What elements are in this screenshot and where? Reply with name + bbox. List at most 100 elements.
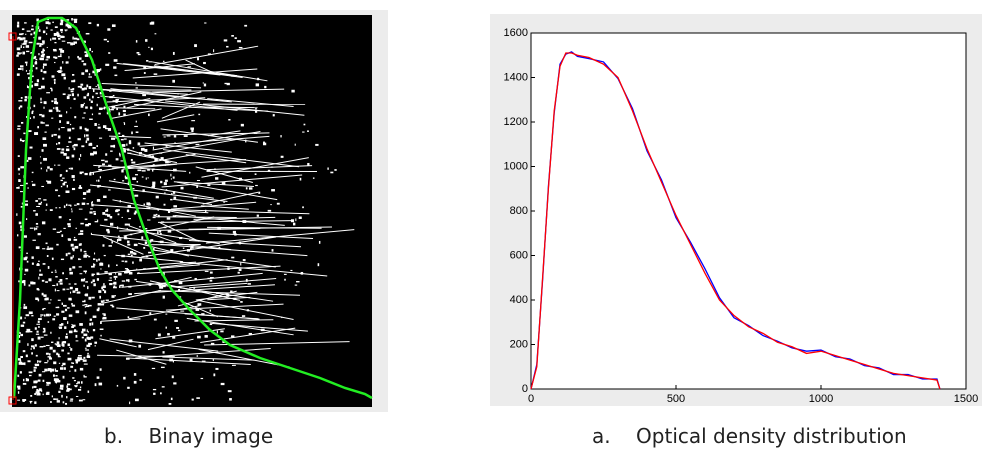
pixel	[54, 368, 57, 372]
pixel	[38, 388, 42, 392]
fiber	[106, 89, 232, 103]
pixel	[94, 383, 97, 387]
pixel	[26, 63, 28, 66]
fiber	[99, 338, 137, 348]
pixel	[71, 187, 76, 191]
pixel	[149, 22, 154, 25]
pixel	[113, 281, 117, 285]
pixel	[47, 266, 50, 269]
pixel	[45, 281, 48, 283]
y-tick-label: 200	[510, 338, 528, 350]
pixel	[147, 168, 150, 171]
pixel	[145, 39, 148, 42]
pixel	[61, 388, 64, 390]
pixel	[38, 373, 42, 377]
pixel	[24, 182, 28, 185]
pixel	[255, 107, 257, 110]
pixel	[130, 254, 133, 257]
pixel	[27, 360, 31, 363]
pixel	[96, 23, 100, 27]
pixel	[43, 143, 47, 147]
pixel	[24, 268, 29, 272]
pixel	[51, 117, 54, 119]
pixel	[20, 97, 23, 99]
pixel	[67, 343, 70, 347]
pixel	[88, 22, 92, 25]
pixel	[125, 279, 130, 282]
pixel	[82, 359, 87, 362]
pixel	[18, 186, 20, 189]
pixel	[231, 364, 236, 366]
pixel	[280, 135, 282, 138]
pixel	[65, 333, 68, 336]
pixel	[109, 215, 113, 219]
pixel	[23, 303, 26, 306]
pixel	[65, 30, 67, 32]
pixel	[161, 386, 165, 388]
pixel	[17, 340, 21, 343]
pixel	[182, 247, 185, 249]
pixel	[22, 399, 25, 402]
pixel	[90, 100, 93, 103]
pixel	[28, 41, 33, 44]
pixel	[78, 266, 82, 268]
pixel	[223, 39, 228, 42]
pixel	[48, 278, 52, 282]
pixel	[77, 381, 80, 384]
pixel	[55, 207, 58, 209]
pixel	[283, 273, 287, 275]
pixel	[35, 246, 40, 250]
pixel	[58, 70, 63, 72]
pixel	[40, 167, 43, 170]
pixel	[131, 161, 136, 164]
pixel	[31, 352, 33, 355]
pixel	[131, 131, 133, 135]
pixel	[119, 285, 121, 289]
pixel	[43, 63, 47, 66]
pixel	[69, 291, 72, 294]
pixel	[64, 29, 68, 31]
pixel	[31, 25, 34, 27]
pixel	[18, 335, 21, 338]
pixel	[53, 81, 56, 85]
pixel	[87, 304, 92, 307]
fiber	[147, 338, 194, 351]
pixel	[73, 236, 76, 239]
pixel	[63, 35, 65, 38]
pixel	[16, 385, 21, 388]
pixel	[17, 68, 22, 70]
pixel	[165, 145, 168, 147]
pixel	[95, 85, 97, 87]
pixel	[81, 328, 86, 332]
pixel	[114, 294, 116, 297]
pixel	[23, 378, 25, 382]
fiber	[176, 181, 278, 201]
pixel	[33, 385, 37, 388]
pixel	[82, 192, 87, 195]
pixel	[63, 317, 67, 321]
pixel	[82, 304, 85, 306]
pixel	[114, 277, 116, 280]
pixel	[98, 137, 103, 139]
fiber	[91, 233, 232, 251]
pixel	[129, 250, 133, 254]
plot-area	[530, 32, 967, 390]
pixel	[173, 135, 177, 138]
pixel	[121, 216, 123, 218]
pixel	[17, 374, 20, 377]
pixel	[52, 284, 56, 287]
fiber	[119, 228, 261, 232]
pixel	[24, 203, 29, 206]
pixel	[119, 153, 121, 157]
pixel	[86, 355, 91, 358]
pixel	[40, 161, 42, 165]
pixel	[16, 213, 18, 216]
pixel	[72, 324, 76, 327]
pixel	[55, 33, 60, 36]
pixel	[327, 167, 329, 170]
pixel	[23, 257, 27, 261]
pixel	[66, 96, 70, 100]
pixel	[191, 120, 196, 122]
pixel	[100, 300, 104, 303]
pixel	[209, 277, 214, 279]
